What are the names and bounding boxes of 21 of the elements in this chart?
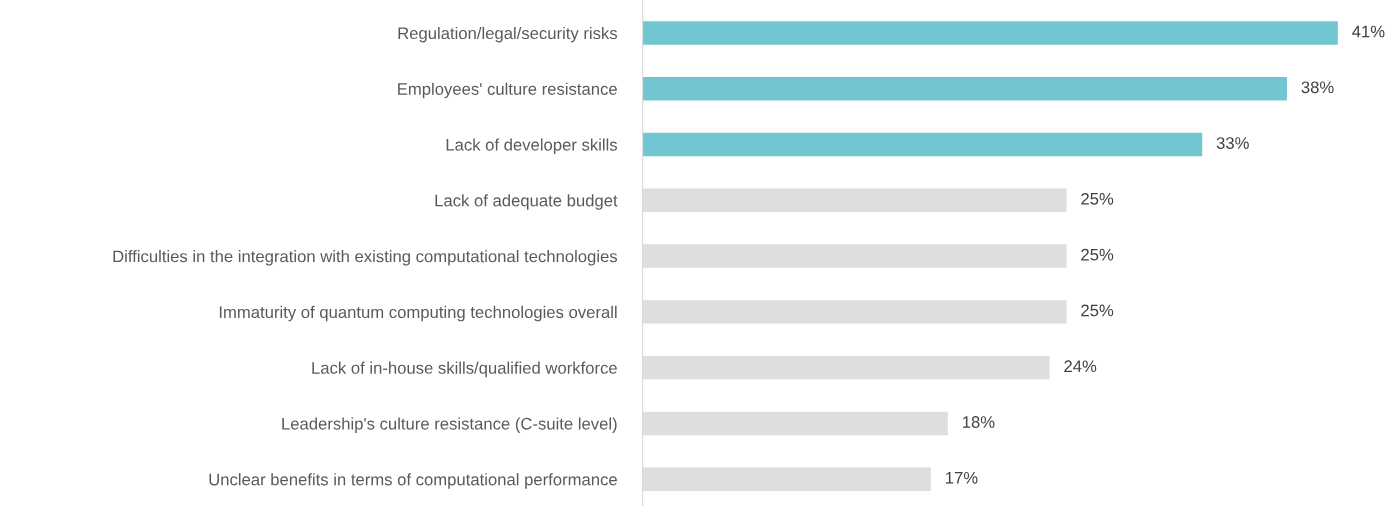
y-tick-label: Difficulties in the integration with existing computational technologies <box>113 250 618 266</box>
y-tick-label: Leadership's culture resistance (C-suite level) <box>282 417 617 433</box>
y-tick-label: Employees' culture resistance <box>398 82 617 99</box>
bar <box>642 76 1287 101</box>
y-tick-label: Immaturity of quantum computing technologies overall <box>219 305 617 322</box>
y-tick-label: Lack of developer skills <box>446 138 618 154</box>
data-label: 25% <box>1081 304 1114 317</box>
data-label: 17% <box>946 471 978 484</box>
data-label: 33% <box>1216 137 1249 149</box>
y-tick-label: Regulation/legal/security risks <box>398 26 618 43</box>
y-tick-label: Unclear benefits in terms of computational performance <box>209 473 617 489</box>
bar <box>642 21 1338 45</box>
bar <box>642 132 1203 157</box>
data-label: 38% <box>1301 81 1334 94</box>
data-label: 18% <box>963 416 995 428</box>
data-label: 41% <box>1352 25 1385 38</box>
data-label: 25% <box>1081 192 1114 205</box>
y-tick-label: Lack of adequate budget <box>435 194 618 210</box>
data-label: 25% <box>1081 248 1114 261</box>
data-label: 24% <box>1064 360 1097 373</box>
y-tick-label: Lack of in-house skills/qualified workforce <box>312 361 617 378</box>
